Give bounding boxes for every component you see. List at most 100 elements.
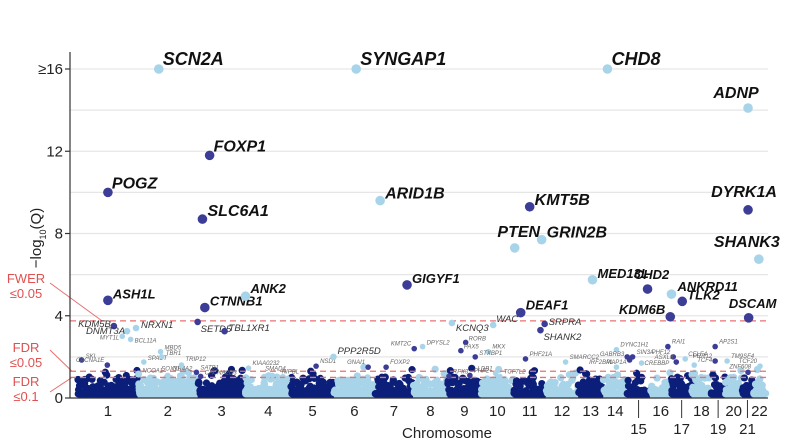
gene-point	[78, 357, 85, 363]
variant-point	[220, 390, 229, 398]
variant-point	[624, 376, 632, 384]
gene-label: GRIN2B	[547, 225, 607, 242]
y-axis-title-sub: 10	[38, 229, 48, 239]
variant-point	[553, 389, 561, 398]
variant-point	[238, 366, 246, 374]
x-axis-title: Chromosome	[402, 425, 492, 442]
variant-point	[606, 389, 615, 397]
gene-point	[665, 311, 676, 322]
variant-point	[481, 377, 489, 385]
x-tick-label: 11	[522, 403, 538, 420]
threshold-label: FWER	[7, 271, 45, 286]
gene-label: SHANK2	[543, 332, 582, 343]
gene-point	[123, 327, 131, 335]
gene-point	[472, 354, 479, 360]
gene-point	[522, 356, 529, 362]
gene-point	[743, 103, 753, 113]
gene-label: SMARCC2	[570, 355, 600, 361]
x-tick-label: 5	[308, 403, 316, 420]
variant-point	[202, 388, 210, 396]
variant-point	[466, 390, 474, 398]
gene-point	[375, 195, 385, 206]
variant-point	[420, 390, 428, 398]
variant-point	[152, 390, 160, 398]
variant-point	[399, 390, 408, 398]
variant-point	[361, 388, 369, 397]
variant-point	[560, 389, 569, 397]
variant-point	[692, 376, 700, 384]
gene-label: IRF2BPL	[589, 360, 613, 366]
gene-point	[411, 345, 418, 352]
gene-point	[754, 254, 764, 265]
gene-point	[467, 372, 473, 379]
gene-label: ZNF608	[728, 364, 751, 370]
x-tick-label: 10	[489, 403, 506, 420]
y-axis-title-tail: (Q)	[28, 208, 45, 230]
gene-point	[176, 372, 183, 379]
gene-point	[402, 280, 412, 290]
variant-point	[439, 390, 447, 398]
gene-label: KCNQ3	[456, 323, 489, 334]
gene-point	[284, 375, 291, 382]
variant-point	[215, 381, 223, 390]
variant-point	[229, 384, 238, 392]
threshold-leader	[49, 282, 103, 322]
gene-label: KDM5B	[78, 319, 111, 330]
x-tick-label: 22	[751, 403, 768, 420]
y-axis-title: −log10(Q)	[28, 208, 48, 268]
variant-point	[137, 388, 145, 396]
gene-point	[638, 360, 645, 366]
gene-label: AP2S1	[718, 340, 738, 346]
variant-point	[143, 379, 152, 387]
variant-point	[709, 371, 717, 379]
variant-point	[591, 384, 599, 392]
variant-point	[374, 389, 382, 398]
gene-label: DEAF1	[526, 298, 569, 313]
variant-point	[467, 378, 475, 386]
gene-label: SATB1	[200, 365, 219, 371]
gene-point	[509, 243, 520, 253]
variant-point	[153, 378, 161, 386]
threshold-label: ≤0.05	[10, 355, 42, 370]
variant-point	[523, 379, 531, 387]
variant-point	[281, 390, 289, 398]
gene-label: WAC	[496, 314, 518, 325]
variant-point	[691, 390, 699, 398]
variant-point	[615, 379, 623, 387]
gene-label: PHF21A	[529, 352, 552, 358]
gene-label: PHF2	[474, 368, 490, 374]
gene-label: POGZ	[112, 175, 159, 192]
gene-label: TCF4	[697, 358, 713, 364]
gene-point	[200, 302, 210, 313]
variant-point	[477, 390, 486, 398]
gene-point	[602, 64, 613, 74]
gene-label: MBD5	[165, 346, 182, 352]
variant-point	[431, 378, 439, 387]
background-points	[74, 363, 770, 398]
variant-point	[168, 382, 177, 390]
gene-label: NIPBL	[282, 369, 299, 375]
variant-point	[309, 370, 317, 378]
gene-point	[127, 336, 134, 343]
gene-label: SOX11	[161, 366, 180, 372]
gene-label: KDM6B	[619, 302, 665, 317]
gene-label: TCF20	[739, 359, 758, 365]
gene-label: ARID1B	[384, 186, 445, 203]
variant-point	[161, 390, 169, 398]
variant-point	[382, 389, 390, 397]
gene-label: MAP1A	[606, 360, 626, 366]
gene-point	[104, 362, 111, 368]
variant-point	[408, 366, 416, 374]
gene-point	[197, 214, 208, 224]
gene-label: ASXL3	[654, 355, 674, 361]
variant-point	[487, 388, 495, 397]
variant-point	[750, 390, 758, 398]
gene-label: KIAA0232	[253, 361, 281, 367]
gene-point	[626, 357, 633, 363]
gene-point	[524, 201, 535, 212]
x-tick-label: 9	[460, 403, 468, 420]
variant-point	[725, 385, 733, 394]
gene-label: MKX	[492, 345, 506, 351]
variant-point	[268, 390, 276, 398]
variant-point	[319, 378, 327, 386]
